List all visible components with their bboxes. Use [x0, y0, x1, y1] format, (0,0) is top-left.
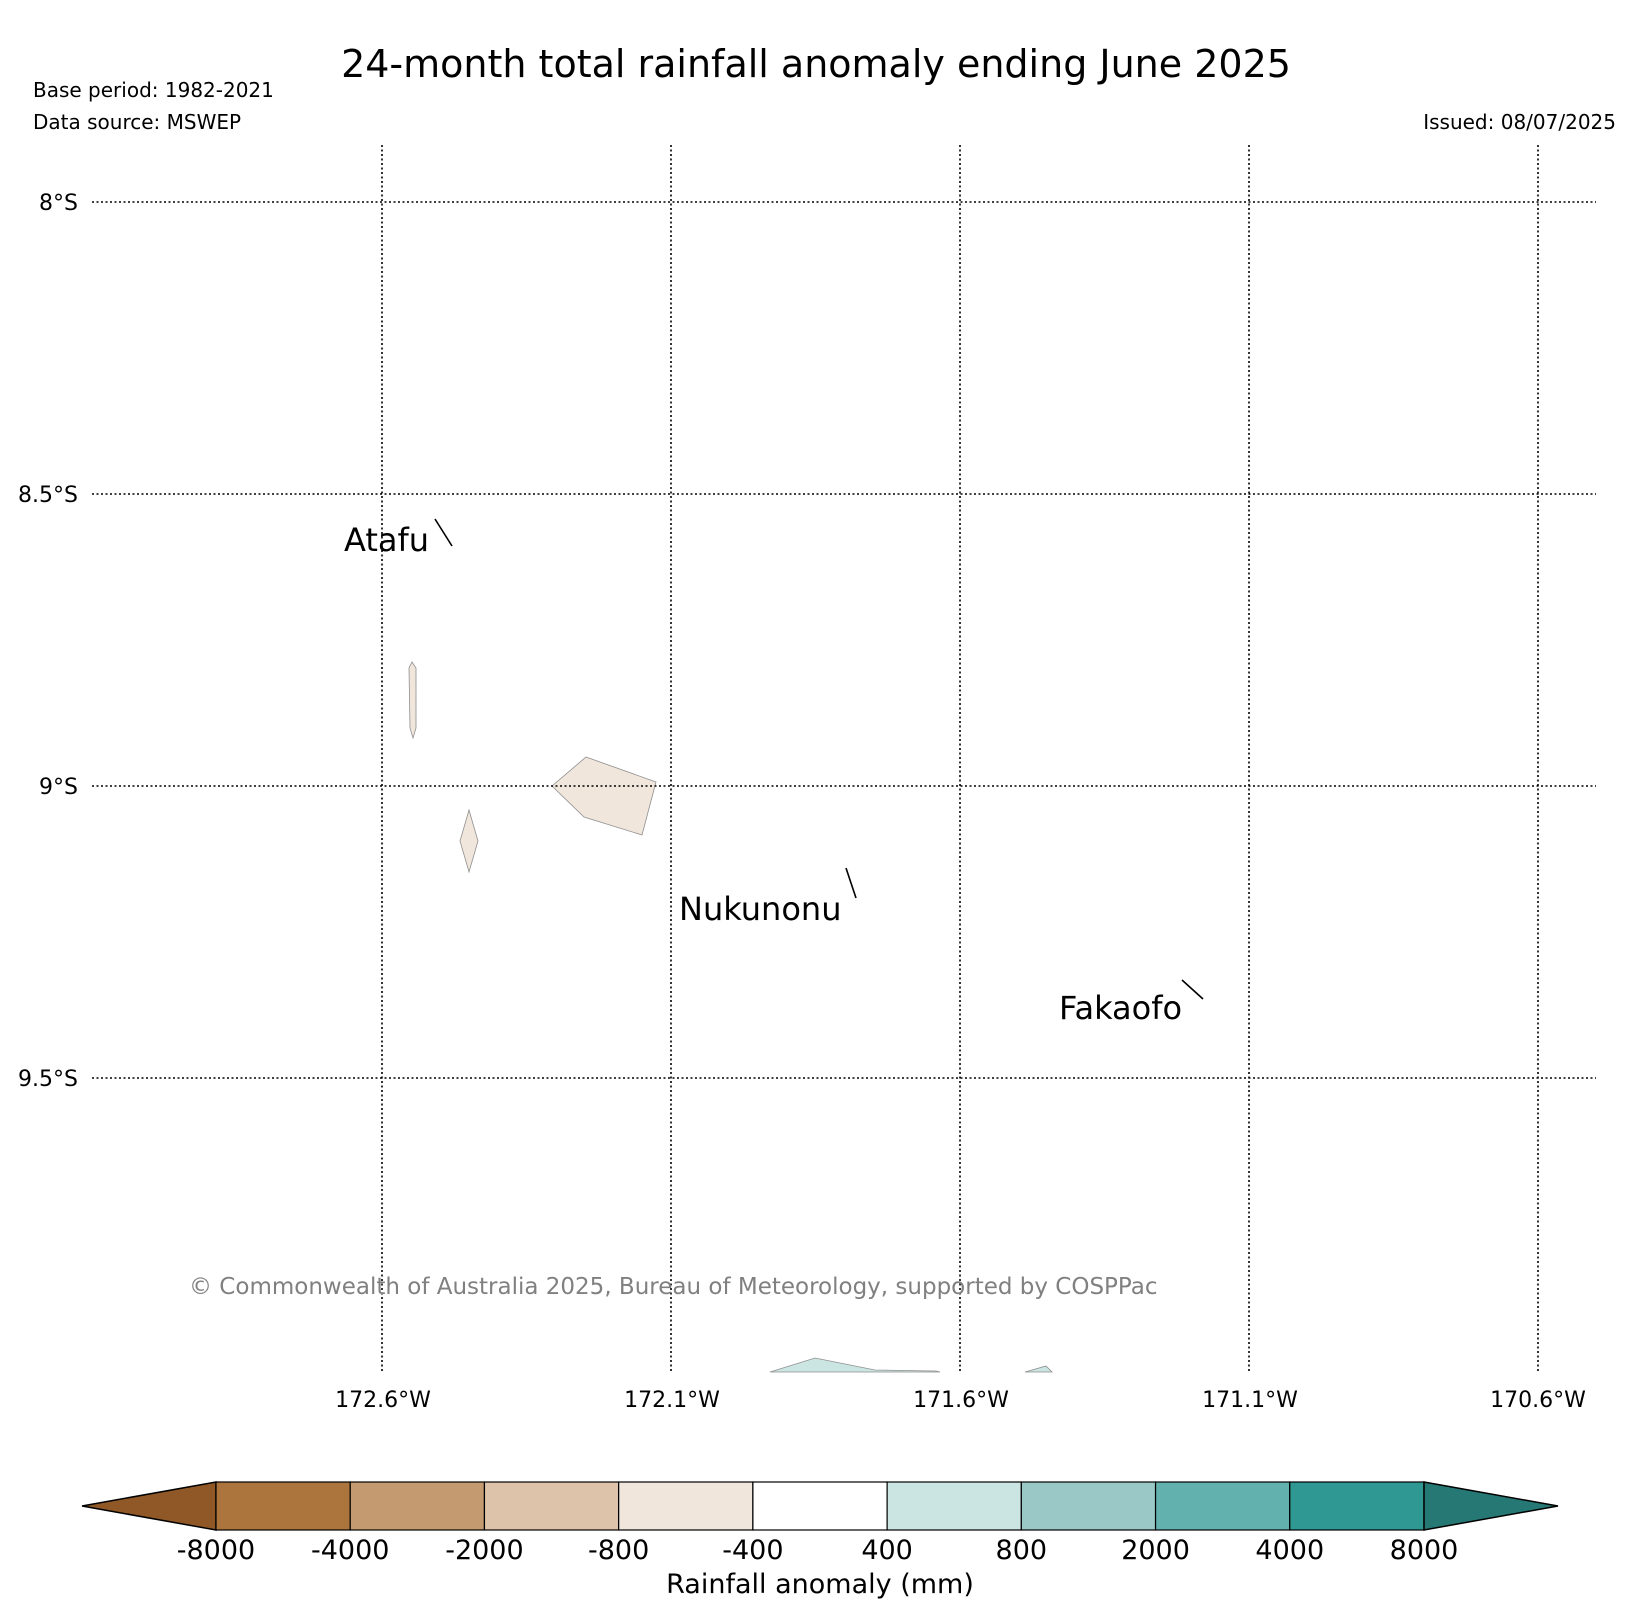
issued-date: Issued: 08/07/2025	[1423, 110, 1616, 134]
colorbar-swatch	[886, 1481, 1022, 1531]
lat-label-8-5s: 8.5°S	[18, 483, 78, 508]
lon-label-172-1w: 172.1°W	[624, 1388, 720, 1413]
base-period-note: Base period: 1982-2021	[33, 78, 274, 102]
data-source-note: Data source: MSWEP	[33, 110, 242, 134]
colorbar-swatch	[349, 1481, 486, 1531]
colorbar-tick-label: 8000	[1390, 1535, 1459, 1566]
graticule	[92, 145, 1596, 1372]
lon-label-171-6w: 171.6°W	[913, 1388, 1009, 1413]
colorbar-extension-low	[81, 1481, 217, 1531]
lon-label-170-6w: 170.6°W	[1490, 1388, 1586, 1413]
colorbar	[81, 1481, 1559, 1531]
anomaly-contours	[408, 661, 1053, 1373]
colorbar-swatch	[1020, 1481, 1157, 1531]
wet-anomaly-patch-2	[1024, 1365, 1053, 1373]
colorbar-tick-label: -8000	[177, 1535, 255, 1566]
lat-label-9-5s: 9.5°S	[18, 1067, 78, 1092]
colorbar-title: Rainfall anomaly (mm)	[666, 1569, 974, 1600]
fakaofo-coastline	[1181, 979, 1204, 1000]
lon-label-172-6w: 172.6°W	[335, 1388, 431, 1413]
colorbar-tick-label: -2000	[445, 1535, 523, 1566]
colorbar-swatch	[1154, 1481, 1291, 1531]
island-nukunonu: Nukunonu	[679, 867, 857, 928]
dry-anomaly-patch-2	[551, 756, 657, 836]
lon-label-171-1w: 171.1°W	[1202, 1388, 1298, 1413]
atafu-label: Atafu	[344, 521, 429, 559]
lat-label-8s: 8°S	[39, 191, 78, 216]
colorbar-swatch	[215, 1481, 351, 1531]
colorbar-tick-label: 400	[861, 1535, 913, 1566]
colorbar-tick-label: -4000	[311, 1535, 389, 1566]
colorbar-tick-label: 800	[996, 1535, 1048, 1566]
dry-anomaly-patch-1	[408, 661, 417, 740]
colorbar-swatch	[618, 1481, 754, 1531]
dry-anomaly-patch-3	[459, 808, 479, 874]
colorbar-extension-high	[1423, 1481, 1559, 1531]
colorbar-swatch	[752, 1481, 888, 1531]
atafu-coastline	[434, 518, 453, 547]
colorbar-tick-label: 4000	[1255, 1535, 1324, 1566]
colorbar-tick-labels: -8000 -4000 -2000 -800 -400 400 800 2000 4000 800…	[177, 1535, 1459, 1566]
wet-anomaly-patch-1	[769, 1357, 941, 1373]
colorbar-swatch	[483, 1481, 620, 1531]
nukunonu-coastline	[845, 867, 857, 899]
colorbar-swatch	[1289, 1481, 1425, 1531]
fakaofo-label: Fakaofo	[1059, 989, 1182, 1027]
chart-title: 24-month total rainfall anomaly ending J…	[341, 42, 1291, 86]
copyright-notice: © Commonwealth of Australia 2025, Bureau…	[189, 1274, 1158, 1300]
colorbar-tick-label: -400	[722, 1535, 783, 1566]
nukunonu-label: Nukunonu	[679, 890, 841, 928]
island-fakaofo: Fakaofo	[1059, 979, 1204, 1027]
island-atafu: Atafu	[344, 518, 453, 559]
colorbar-tick-label: -800	[588, 1535, 649, 1566]
colorbar-tick-label: 2000	[1121, 1535, 1190, 1566]
lat-label-9s: 9°S	[39, 775, 78, 800]
